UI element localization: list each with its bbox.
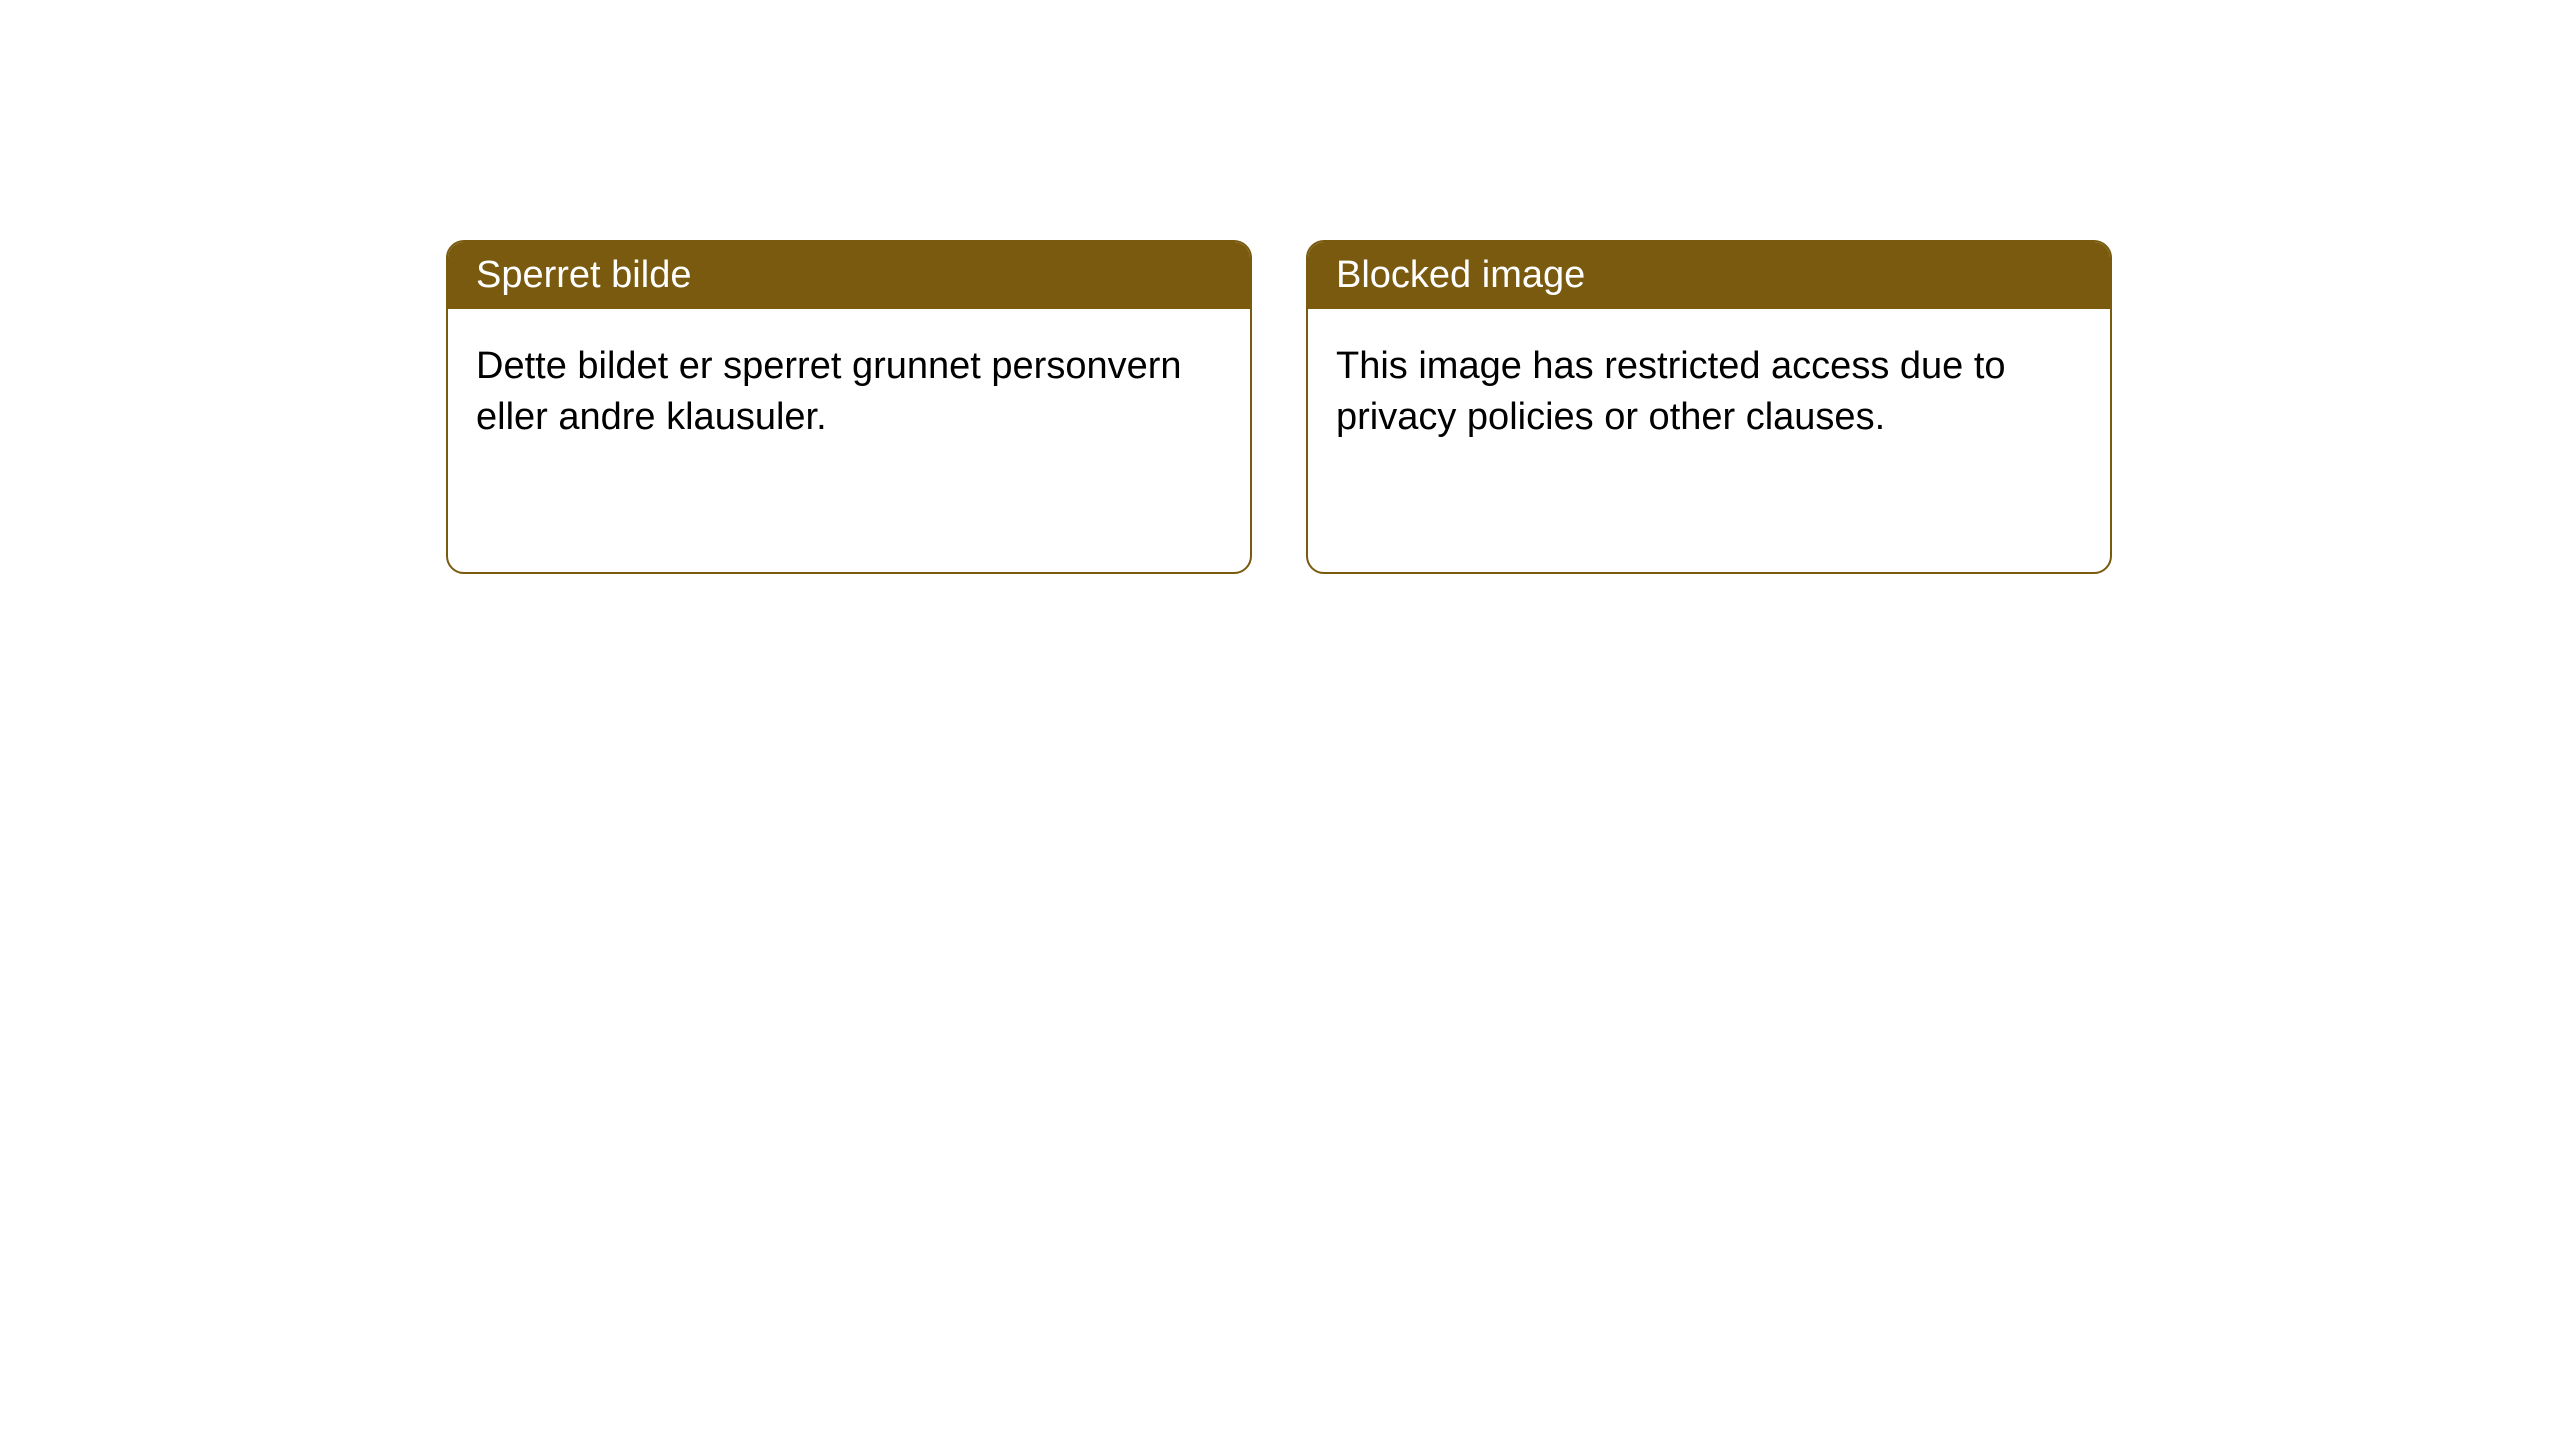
blocked-image-card-no: Sperret bilde Dette bildet er sperret gr…: [446, 240, 1252, 574]
card-title: Sperret bilde: [476, 254, 691, 296]
card-header: Blocked image: [1308, 242, 2110, 309]
blocked-image-card-en: Blocked image This image has restricted …: [1306, 240, 2112, 574]
cards-container: Sperret bilde Dette bildet er sperret gr…: [0, 0, 2560, 574]
card-body-text: Dette bildet er sperret grunnet personve…: [476, 345, 1182, 438]
card-body-text: This image has restricted access due to …: [1336, 345, 2006, 438]
card-body: This image has restricted access due to …: [1308, 309, 2110, 476]
card-title: Blocked image: [1336, 254, 1585, 296]
card-header: Sperret bilde: [448, 242, 1250, 309]
card-body: Dette bildet er sperret grunnet personve…: [448, 309, 1250, 476]
